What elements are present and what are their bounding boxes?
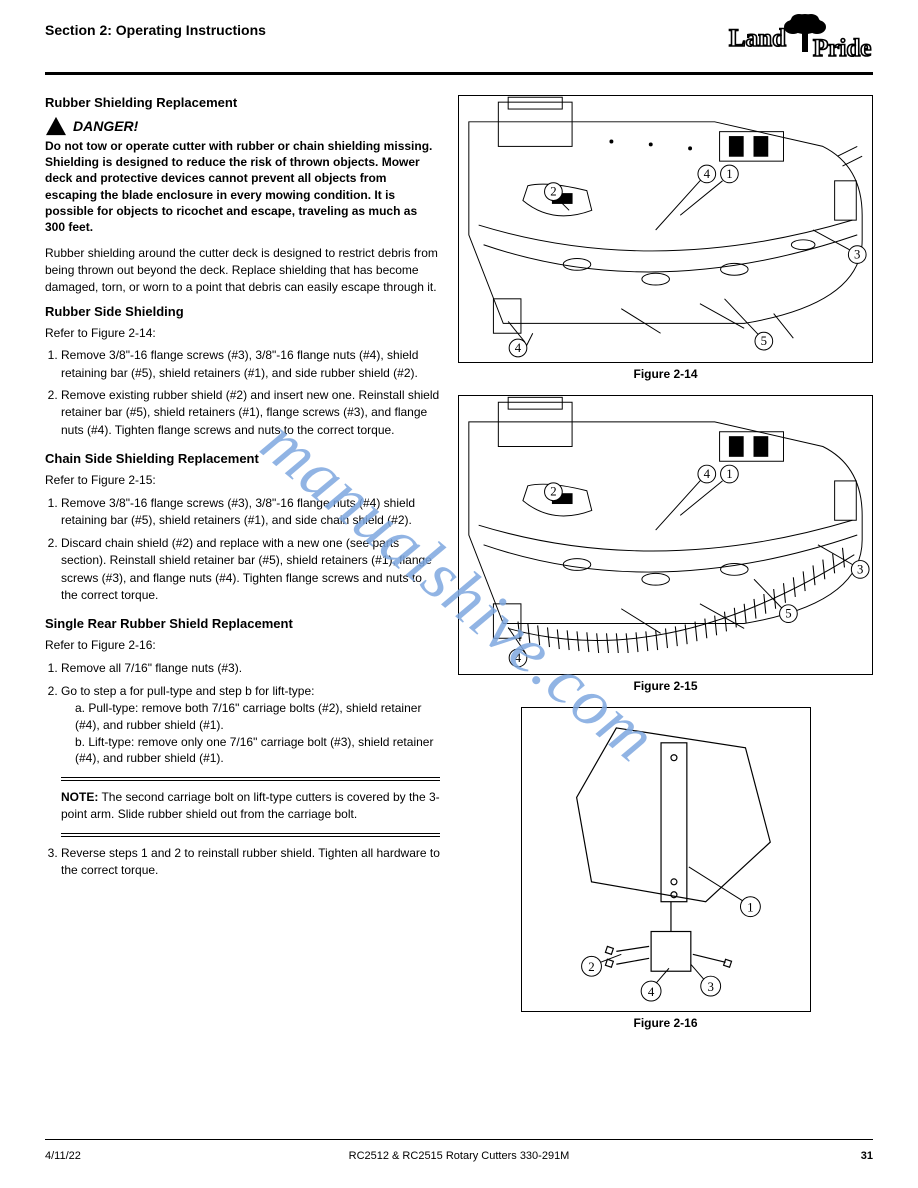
h-rubber-side-shielding: Rubber Side Shielding bbox=[45, 304, 440, 319]
callout: 1 bbox=[726, 167, 732, 181]
h-single-rear-rubber: Single Rear Rubber Shield Replacement bbox=[45, 616, 440, 631]
step-lead: Go to step a for pull-type and step b fo… bbox=[61, 684, 314, 698]
danger-text: Do not tow or operate cutter with rubber… bbox=[45, 138, 440, 235]
header-rule bbox=[45, 72, 873, 75]
figure-2-14: 1 4 2 3 4 5 bbox=[458, 95, 873, 363]
list-item: Reverse steps 1 and 2 to reinstall rubbe… bbox=[61, 845, 440, 880]
callout: 1 bbox=[747, 900, 753, 915]
callout: 1 bbox=[726, 467, 732, 481]
note-rule-top bbox=[61, 777, 440, 781]
list-item: Remove 3/8"-16 flange screws (#3), 3/8"-… bbox=[61, 347, 440, 382]
ref-fig15: Refer to Figure 2-15: bbox=[45, 472, 440, 489]
callout: 2 bbox=[550, 185, 556, 199]
figure-2-16-caption: Figure 2-16 bbox=[458, 1016, 873, 1030]
note-block: NOTE: The second carriage bolt on lift-t… bbox=[61, 789, 440, 823]
list-item: Discard chain shield (#2) and replace wi… bbox=[61, 535, 440, 605]
callout: 2 bbox=[550, 485, 556, 499]
callout: 4 bbox=[515, 651, 522, 665]
brand-logo: Land Pride bbox=[723, 12, 873, 63]
ref-fig14: Refer to Figure 2-14: bbox=[45, 325, 440, 342]
steps-rubber-side: Remove 3/8"-16 flange screws (#3), 3/8"-… bbox=[61, 347, 440, 439]
callout: 2 bbox=[588, 959, 594, 974]
callout: 5 bbox=[761, 334, 767, 348]
steps-chain-side: Remove 3/8"-16 flange screws (#3), 3/8"-… bbox=[61, 495, 440, 604]
intro-paragraph: Rubber shielding around the cutter deck … bbox=[45, 245, 440, 295]
note-label: NOTE: bbox=[61, 790, 98, 804]
figure-2-16: 1 2 3 4 bbox=[521, 707, 811, 1012]
footer-doc-title: RC2512 & RC2515 Rotary Cutters 330-291M bbox=[0, 1150, 918, 1162]
figure-2-15: 1 4 2 3 4 5 bbox=[458, 395, 873, 675]
danger-icon bbox=[45, 116, 67, 136]
callout: 3 bbox=[707, 979, 713, 994]
figure-2-15-caption: Figure 2-15 bbox=[458, 679, 873, 693]
right-column: 1 4 2 3 4 5 Figure 2-14 bbox=[458, 95, 873, 1044]
figure-2-14-caption: Figure 2-14 bbox=[458, 367, 873, 381]
section-header: Section 2: Operating Instructions bbox=[45, 22, 266, 38]
note-rule-bottom bbox=[61, 833, 440, 837]
svg-text:4: 4 bbox=[704, 167, 711, 181]
substep-b: b. Lift-type: remove only one 7/16" carr… bbox=[75, 734, 440, 768]
callout: 4 bbox=[647, 984, 654, 999]
note-text: The second carriage bolt on lift-type cu… bbox=[61, 790, 440, 821]
list-item: Remove existing rubber shield (#2) and i… bbox=[61, 387, 440, 439]
danger-label: DANGER! bbox=[73, 118, 138, 134]
h-chain-side-shielding: Chain Side Shielding Replacement bbox=[45, 451, 440, 466]
left-column: Rubber Shielding Replacement DANGER! Do … bbox=[45, 95, 440, 1044]
callout: 3 bbox=[857, 562, 863, 576]
svg-text:4: 4 bbox=[704, 467, 711, 481]
list-item: Remove all 7/16" flange nuts (#3). bbox=[61, 660, 440, 677]
footer-rule bbox=[45, 1139, 873, 1140]
substep-a: a. Pull-type: remove both 7/16" carriage… bbox=[75, 700, 440, 734]
h-rubber-shielding-replacement: Rubber Shielding Replacement bbox=[45, 95, 440, 110]
list-item: Remove 3/8"-16 flange screws (#3), 3/8"-… bbox=[61, 495, 440, 530]
ref-fig16: Refer to Figure 2-16: bbox=[45, 637, 440, 654]
steps-single-rear: Remove all 7/16" flange nuts (#3). Go to… bbox=[61, 660, 440, 879]
callout: 3 bbox=[854, 248, 860, 262]
list-item: Go to step a for pull-type and step b fo… bbox=[61, 683, 440, 837]
logo-text-land: Land bbox=[729, 25, 786, 52]
callout: 5 bbox=[785, 607, 791, 621]
logo-text-pride: Pride bbox=[813, 35, 871, 60]
footer-page-number: 31 bbox=[861, 1150, 873, 1162]
callout: 4 bbox=[515, 341, 522, 355]
